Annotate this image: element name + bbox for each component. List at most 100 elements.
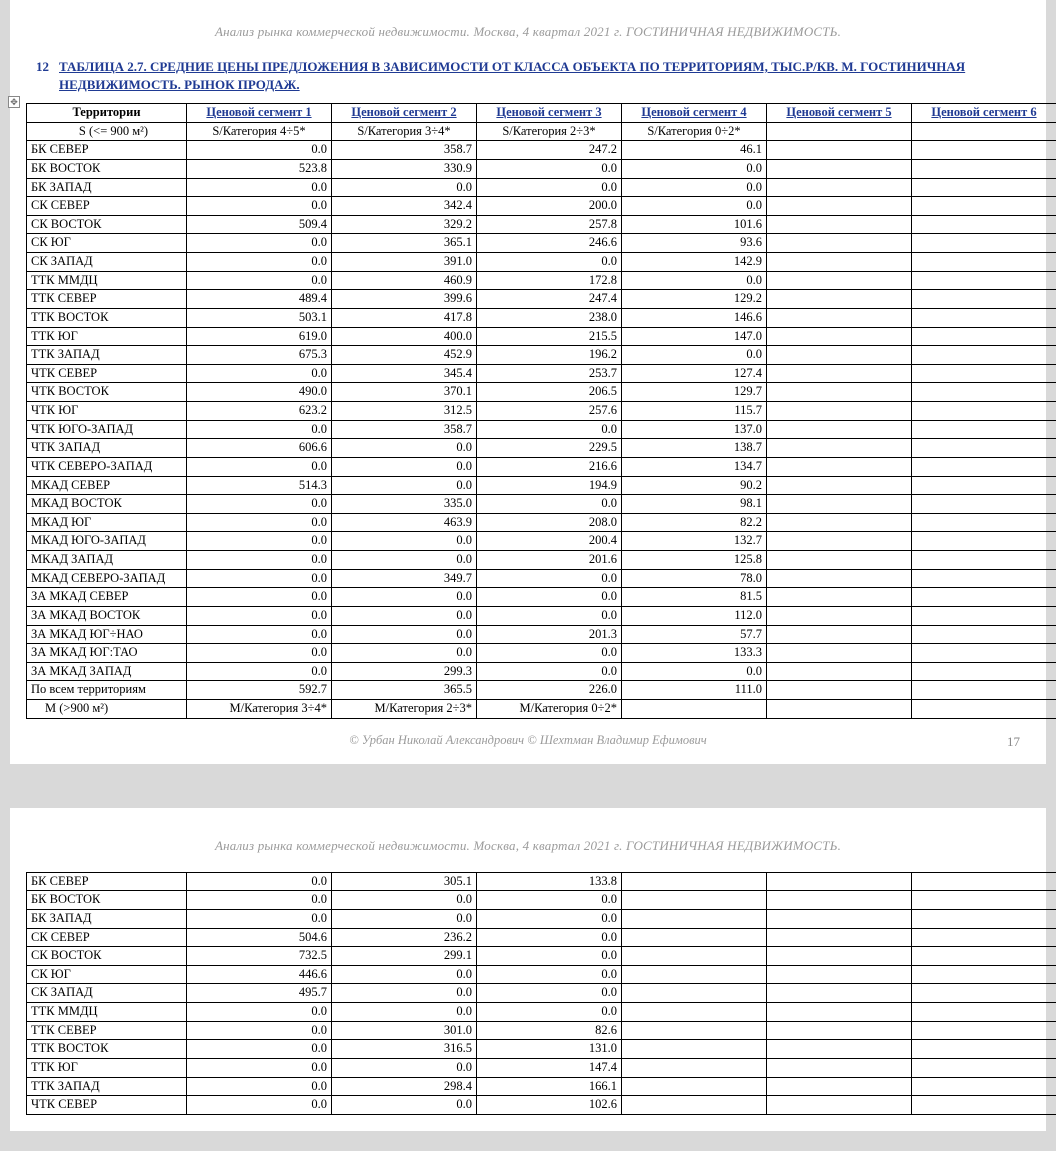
cell-value: 489.4 xyxy=(187,290,332,309)
cell-value: 129.2 xyxy=(622,290,767,309)
cell-value: 732.5 xyxy=(187,947,332,966)
row-label: ТТК ЮГ xyxy=(27,1058,187,1077)
segment-link[interactable]: Ценовой сегмент 2 xyxy=(351,105,456,119)
row-label: МКАД СЕВЕРО-ЗАПАД xyxy=(27,569,187,588)
table-head: ТерриторииЦеновой сегмент 1Ценовой сегме… xyxy=(27,104,1056,141)
cell-value xyxy=(767,439,912,458)
cell-value: 370.1 xyxy=(332,383,477,402)
cell-value xyxy=(912,215,1056,234)
row-label: БК СЕВЕР xyxy=(27,141,187,160)
row-label: БК СЕВЕР xyxy=(27,872,187,891)
cell-value: 365.1 xyxy=(332,234,477,253)
cell-value xyxy=(912,965,1056,984)
row-label: СК ЗАПАД xyxy=(27,984,187,1003)
cell-value: 0.0 xyxy=(187,1058,332,1077)
cell-value: 0.0 xyxy=(622,662,767,681)
cell-value: 0.0 xyxy=(477,984,622,1003)
table-row: СК СЕВЕР504.6236.20.0 xyxy=(27,928,1056,947)
table-move-handle-icon[interactable]: ✥ xyxy=(8,96,20,108)
cell-value xyxy=(912,1058,1056,1077)
foot-cell xyxy=(767,700,912,719)
segment-link[interactable]: Ценовой сегмент 4 xyxy=(641,105,746,119)
cell-value xyxy=(912,644,1056,663)
segment-link[interactable]: Ценовой сегмент 3 xyxy=(496,105,601,119)
cell-value: 0.0 xyxy=(332,909,477,928)
cell-value: 335.0 xyxy=(332,495,477,514)
cell-value xyxy=(912,197,1056,216)
col-header-segment: Ценовой сегмент 4 xyxy=(622,104,767,123)
cell-value: 138.7 xyxy=(622,439,767,458)
cell-value: 0.0 xyxy=(187,872,332,891)
cell-value xyxy=(912,947,1056,966)
table-row: ЧТК СЕВЕР0.00.0102.6 xyxy=(27,1096,1056,1115)
cell-value: 226.0 xyxy=(477,681,622,700)
cell-value xyxy=(912,606,1056,625)
cell-value xyxy=(767,1077,912,1096)
cell-value xyxy=(767,253,912,272)
row-label: ТТК ВОСТОК xyxy=(27,308,187,327)
table-row: ТТК ЮГ619.0400.0215.5147.0 xyxy=(27,327,1056,346)
cell-value xyxy=(622,891,767,910)
table-row: БК ВОСТОК0.00.00.0 xyxy=(27,891,1056,910)
cell-value: 0.0 xyxy=(187,644,332,663)
cell-value: 0.0 xyxy=(477,588,622,607)
cell-value: 342.4 xyxy=(332,197,477,216)
row-label: ЗА МКАД ЗАПАД xyxy=(27,662,187,681)
row-label: МКАД ВОСТОК xyxy=(27,495,187,514)
row-label: СК ЗАПАД xyxy=(27,253,187,272)
cell-value xyxy=(767,271,912,290)
segment-link[interactable]: Ценовой сегмент 1 xyxy=(206,105,311,119)
row-label: По всем территориям xyxy=(27,681,187,700)
table-row: ТТК СЕВЕР0.0301.082.6 xyxy=(27,1021,1056,1040)
cell-value xyxy=(767,928,912,947)
table-row: СК ЮГ446.60.00.0 xyxy=(27,965,1056,984)
cell-value: 417.8 xyxy=(332,308,477,327)
table-row: СК ВОСТОК509.4329.2257.8101.6 xyxy=(27,215,1056,234)
cell-value xyxy=(912,346,1056,365)
cell-value xyxy=(767,495,912,514)
table-row: МКАД СЕВЕР514.30.0194.990.2 xyxy=(27,476,1056,495)
cell-value: 0.0 xyxy=(477,909,622,928)
cell-value: 0.0 xyxy=(622,178,767,197)
cell-value: 137.0 xyxy=(622,420,767,439)
cell-value xyxy=(622,872,767,891)
cell-value: 46.1 xyxy=(622,141,767,160)
col-subheader: S (<= 900 м²) xyxy=(27,122,187,141)
cell-value xyxy=(912,290,1056,309)
cell-value: 0.0 xyxy=(187,513,332,532)
cell-value: 514.3 xyxy=(187,476,332,495)
foot-cell xyxy=(622,700,767,719)
row-label: БК ЗАПАД xyxy=(27,909,187,928)
cell-value xyxy=(622,1077,767,1096)
segment-link[interactable]: Ценовой сегмент 6 xyxy=(931,105,1036,119)
cell-value xyxy=(767,513,912,532)
cell-value: 329.2 xyxy=(332,215,477,234)
cell-value xyxy=(767,681,912,700)
table-row: ЧТК ЮГ623.2312.5257.6115.7 xyxy=(27,402,1056,421)
cell-value: 0.0 xyxy=(332,588,477,607)
table-row: ТТК ММДЦ0.0460.9172.80.0 xyxy=(27,271,1056,290)
cell-value xyxy=(767,965,912,984)
cell-value: 0.0 xyxy=(332,457,477,476)
row-label: МКАД СЕВЕР xyxy=(27,476,187,495)
cell-value: 495.7 xyxy=(187,984,332,1003)
cell-value: 247.2 xyxy=(477,141,622,160)
footer-credit: © Урбан Николай Александрович © Шехтман … xyxy=(26,733,1030,748)
cell-value: 619.0 xyxy=(187,327,332,346)
price-table-1: ТерриторииЦеновой сегмент 1Ценовой сегме… xyxy=(26,103,1056,719)
cell-value: 0.0 xyxy=(187,364,332,383)
cell-value: 365.5 xyxy=(332,681,477,700)
cell-value xyxy=(912,476,1056,495)
table-row: По всем территориям592.7365.5226.0111.0 xyxy=(27,681,1056,700)
cell-value: 463.9 xyxy=(332,513,477,532)
segment-link[interactable]: Ценовой сегмент 5 xyxy=(786,105,891,119)
row-label: ТТК ЮГ xyxy=(27,327,187,346)
cell-value: 257.8 xyxy=(477,215,622,234)
cell-value: 592.7 xyxy=(187,681,332,700)
cell-value: 206.5 xyxy=(477,383,622,402)
page-2: Анализ рынка коммерческой недвижимости. … xyxy=(10,808,1046,1131)
cell-value: 0.0 xyxy=(332,965,477,984)
cell-value xyxy=(622,947,767,966)
table-row: СК ЗАПАД495.70.00.0 xyxy=(27,984,1056,1003)
cell-value: 0.0 xyxy=(477,644,622,663)
